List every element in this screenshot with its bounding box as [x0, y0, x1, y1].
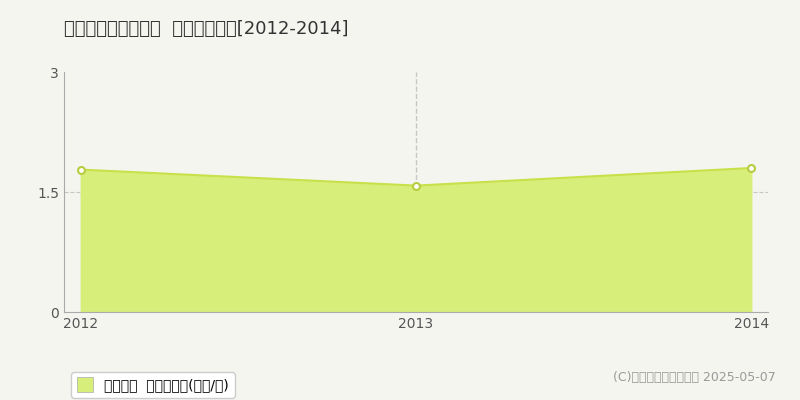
- Point: [410, 182, 422, 189]
- Point: [745, 165, 758, 171]
- Text: (C)土地価格ドットコム 2025-05-07: (C)土地価格ドットコム 2025-05-07: [614, 371, 776, 384]
- Point: [74, 166, 87, 173]
- Legend: 土地価格  平均坪単価(万円/坪): 土地価格 平均坪単価(万円/坪): [71, 372, 234, 398]
- Text: 南九州市川辺町小野  土地価格推移[2012-2014]: 南九州市川辺町小野 土地価格推移[2012-2014]: [64, 20, 349, 38]
